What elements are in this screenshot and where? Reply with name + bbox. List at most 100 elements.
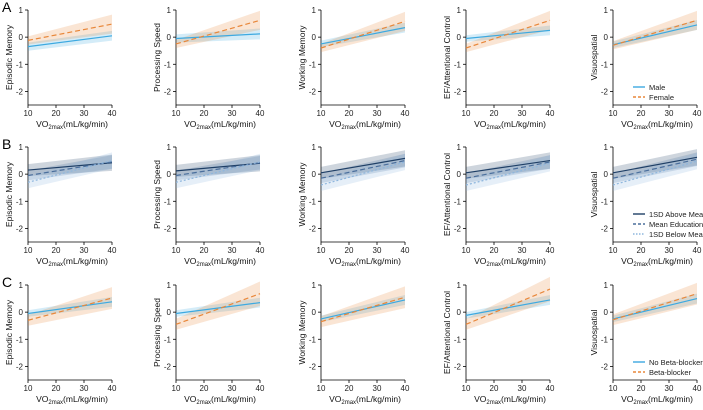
y-tick-label: -2 <box>454 362 462 371</box>
x-tick-label: 10 <box>609 109 618 118</box>
series-line <box>320 27 406 45</box>
y-tick-label: 0 <box>604 170 609 179</box>
x-tick-label: 20 <box>52 384 61 393</box>
series-line <box>175 162 261 172</box>
series-line <box>612 160 698 186</box>
series-line <box>612 293 698 321</box>
series-line <box>320 157 406 174</box>
ci-band <box>466 276 550 330</box>
panel-C-1: -2 -1 0 1 10 20 30 40 Episodic Memory VO2max(mL/k… <box>4 281 117 406</box>
panel-letter-C: C <box>2 274 12 290</box>
series-line <box>27 159 113 183</box>
y-axis-label: Processing Speed <box>152 23 162 92</box>
legend-label: Beta-blocker <box>649 368 692 377</box>
y-tick-label: 1 <box>312 143 317 152</box>
legend-label: Mean Education <box>649 220 703 229</box>
x-tick-label: 20 <box>52 109 61 118</box>
y-tick-label: 0 <box>312 308 317 317</box>
panel-B-3: -2 -1 0 1 10 20 30 40 Working Memory VO2max(mL/kg… <box>297 143 410 268</box>
ci-band <box>176 155 260 181</box>
legend-label: No Beta-blocker <box>649 358 703 367</box>
x-tick-label: 10 <box>462 384 471 393</box>
x-axis-label: VO2max(mL/kg/min) <box>329 256 401 268</box>
y-tick-label: 1 <box>457 281 462 290</box>
x-tick-label: 10 <box>609 384 618 393</box>
ci-band <box>466 295 550 319</box>
y-tick-label: -1 <box>309 60 317 69</box>
x-tick-label: 30 <box>228 384 237 393</box>
panel-B-4: -2 -1 0 1 10 20 30 40 EF/Attentional Control VO2m… <box>442 143 555 268</box>
panel-C-2: -2 -1 0 1 10 20 30 40 Processing Speed VO2max(mL/… <box>152 281 265 406</box>
y-tick-label: -2 <box>16 87 24 96</box>
y-tick-label: 0 <box>167 308 172 317</box>
y-tick-label: 0 <box>312 33 317 42</box>
y-tick-label: -2 <box>164 87 172 96</box>
x-tick-label: 40 <box>401 246 410 255</box>
series-line <box>27 35 113 48</box>
series-line <box>27 23 113 41</box>
x-tick-label: 40 <box>546 384 555 393</box>
series-line <box>612 24 698 46</box>
x-tick-label: 20 <box>490 384 499 393</box>
ci-band <box>321 150 405 179</box>
panel-A-5: -2 -1 0 1 10 20 30 40 Visuospatial VO2max(mL/kg/m… <box>589 6 702 131</box>
y-tick-label: -1 <box>454 335 462 344</box>
x-tick-label: 30 <box>518 384 527 393</box>
legend-label: 1SD Below Mean <box>649 230 703 239</box>
panel-letter-A: A <box>2 0 12 15</box>
y-tick-label: 1 <box>167 143 172 152</box>
panel-A-1: -2 -1 0 1 10 20 30 40 Episodic Memory VO2max(mL/k… <box>4 6 117 131</box>
y-tick-label: 1 <box>19 143 24 152</box>
x-tick-label: 40 <box>256 109 265 118</box>
x-axis-label: VO2max(mL/kg/min) <box>621 119 693 131</box>
ci-band <box>28 155 112 181</box>
x-tick-label: 10 <box>172 384 181 393</box>
x-tick-label: 30 <box>373 246 382 255</box>
y-axis-label: Working Memory <box>297 300 307 365</box>
x-tick-label: 20 <box>637 246 646 255</box>
series-line <box>320 296 406 323</box>
x-tick-label: 30 <box>373 384 382 393</box>
y-tick-label: -2 <box>16 224 24 233</box>
y-tick-label: 1 <box>457 6 462 15</box>
x-tick-label: 40 <box>401 109 410 118</box>
ci-band <box>321 153 405 184</box>
x-tick-label: 10 <box>172 246 181 255</box>
series-line <box>320 159 406 179</box>
x-tick-label: 10 <box>172 109 181 118</box>
x-tick-label: 40 <box>401 384 410 393</box>
ci-band <box>176 281 260 330</box>
y-tick-label: 1 <box>167 6 172 15</box>
ci-band <box>28 296 112 317</box>
series-line <box>175 162 261 177</box>
x-tick-label: 40 <box>693 109 702 118</box>
series-line <box>27 301 113 315</box>
ci-band <box>176 10 260 48</box>
y-axis-label: Processing Speed <box>152 298 162 367</box>
x-tick-label: 40 <box>108 246 117 255</box>
x-tick-label: 40 <box>546 109 555 118</box>
y-tick-label: -1 <box>16 335 24 344</box>
x-tick-label: 10 <box>24 246 33 255</box>
series-line <box>465 162 551 186</box>
ci-band <box>466 10 550 53</box>
series-line <box>465 19 551 49</box>
series-line <box>465 159 551 174</box>
y-tick-label: -1 <box>601 335 609 344</box>
x-axis-label: VO2max(mL/kg/min) <box>184 119 256 131</box>
x-tick-label: 20 <box>637 109 646 118</box>
y-tick-label: -2 <box>309 87 317 96</box>
y-axis-label: Episodic Memory <box>4 24 14 90</box>
y-tick-label: -1 <box>16 60 24 69</box>
x-tick-label: 20 <box>52 246 61 255</box>
y-tick-label: 1 <box>604 6 609 15</box>
x-axis-label: VO2max(mL/kg/min) <box>474 394 546 406</box>
y-tick-label: 0 <box>457 170 462 179</box>
x-tick-label: 30 <box>665 384 674 393</box>
y-tick-label: -2 <box>164 224 172 233</box>
x-tick-label: 40 <box>108 109 117 118</box>
series-line <box>175 161 261 183</box>
y-axis-label: Episodic Memory <box>4 161 14 227</box>
series-line <box>612 156 698 174</box>
ci-band <box>613 152 697 191</box>
